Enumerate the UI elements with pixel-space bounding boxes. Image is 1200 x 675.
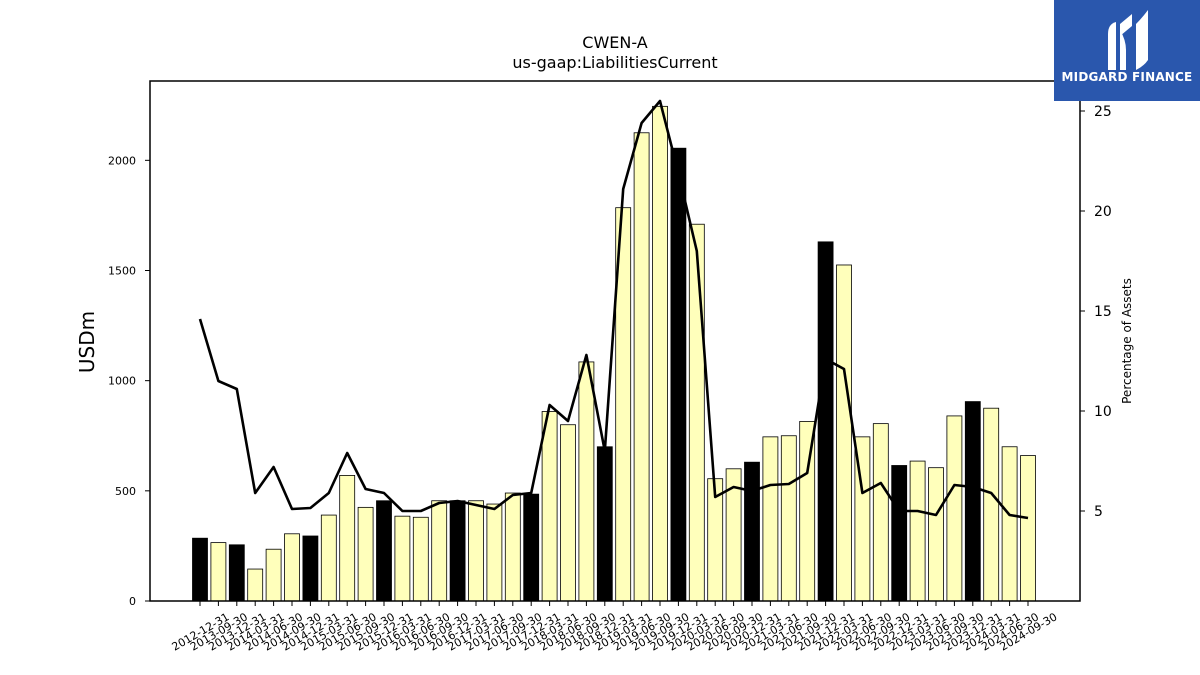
bar — [449, 500, 466, 602]
x-axis: 2012-12-312013-09-302013-12-312014-03-31… — [170, 601, 1060, 654]
bar — [670, 147, 687, 602]
bar — [320, 514, 337, 602]
bar — [578, 361, 595, 602]
bar — [1020, 455, 1036, 602]
y-right-tick-label: 5 — [1094, 504, 1103, 520]
bar — [560, 424, 576, 602]
bar — [284, 533, 300, 602]
y-axis-right: 5 10 15 20 25 — [1080, 104, 1112, 520]
bar — [872, 423, 889, 602]
bar — [265, 548, 282, 602]
bar — [302, 535, 319, 602]
logo-text: MIDGARD FINANCE — [1061, 70, 1193, 84]
bar — [541, 411, 558, 602]
bar — [504, 492, 521, 602]
y-tick-label: 1000 — [108, 375, 136, 388]
bar — [909, 460, 926, 602]
y-tick-label: 0 — [129, 595, 136, 608]
bar — [1001, 446, 1018, 602]
bar — [688, 223, 705, 602]
bar — [192, 537, 208, 602]
y-right-tick-label: 20 — [1094, 204, 1112, 220]
y-right-tick-label: 25 — [1094, 104, 1112, 120]
y-tick-label: 1500 — [108, 264, 136, 277]
bar — [983, 407, 1000, 602]
bar — [412, 516, 429, 602]
bar — [210, 542, 227, 602]
bar — [523, 493, 540, 602]
bar — [596, 446, 613, 602]
y-tick-label: 2000 — [108, 154, 136, 167]
midgard-logo-icon — [1108, 10, 1148, 70]
bar — [468, 500, 484, 602]
chart-title: CWEN-A — [582, 33, 647, 52]
series-line — [198, 99, 1029, 520]
bar — [652, 105, 668, 602]
bar — [394, 515, 411, 602]
bar — [817, 241, 834, 602]
bar — [486, 503, 503, 602]
bar — [762, 436, 779, 602]
y-axis-right-label: Percentage of Assets — [1120, 278, 1134, 404]
y-tick-label: 500 — [115, 485, 136, 498]
bar — [780, 435, 797, 602]
bar — [247, 568, 264, 602]
bar — [891, 465, 908, 602]
bar — [633, 132, 650, 602]
bar — [376, 500, 392, 602]
bar — [228, 544, 245, 602]
y-axis-left: 0 500 1000 1500 2000 — [108, 154, 150, 608]
bar — [964, 401, 981, 602]
bar — [357, 506, 374, 602]
y-right-tick-label: 15 — [1094, 304, 1112, 320]
bar — [744, 461, 760, 602]
y-axis-label: USDm — [75, 311, 99, 373]
line-group — [198, 99, 1029, 520]
bar — [928, 467, 944, 602]
y-right-tick-label: 10 — [1094, 404, 1112, 420]
chart-subtitle: us-gaap:LiabilitiesCurrent — [512, 53, 717, 72]
bar — [431, 500, 448, 602]
bar — [339, 475, 356, 602]
bar — [946, 415, 963, 602]
bar — [836, 264, 852, 602]
plot-frame — [149, 80, 1081, 602]
logo: MIDGARD FINANCE — [1054, 0, 1200, 101]
bar-group — [192, 105, 1036, 602]
